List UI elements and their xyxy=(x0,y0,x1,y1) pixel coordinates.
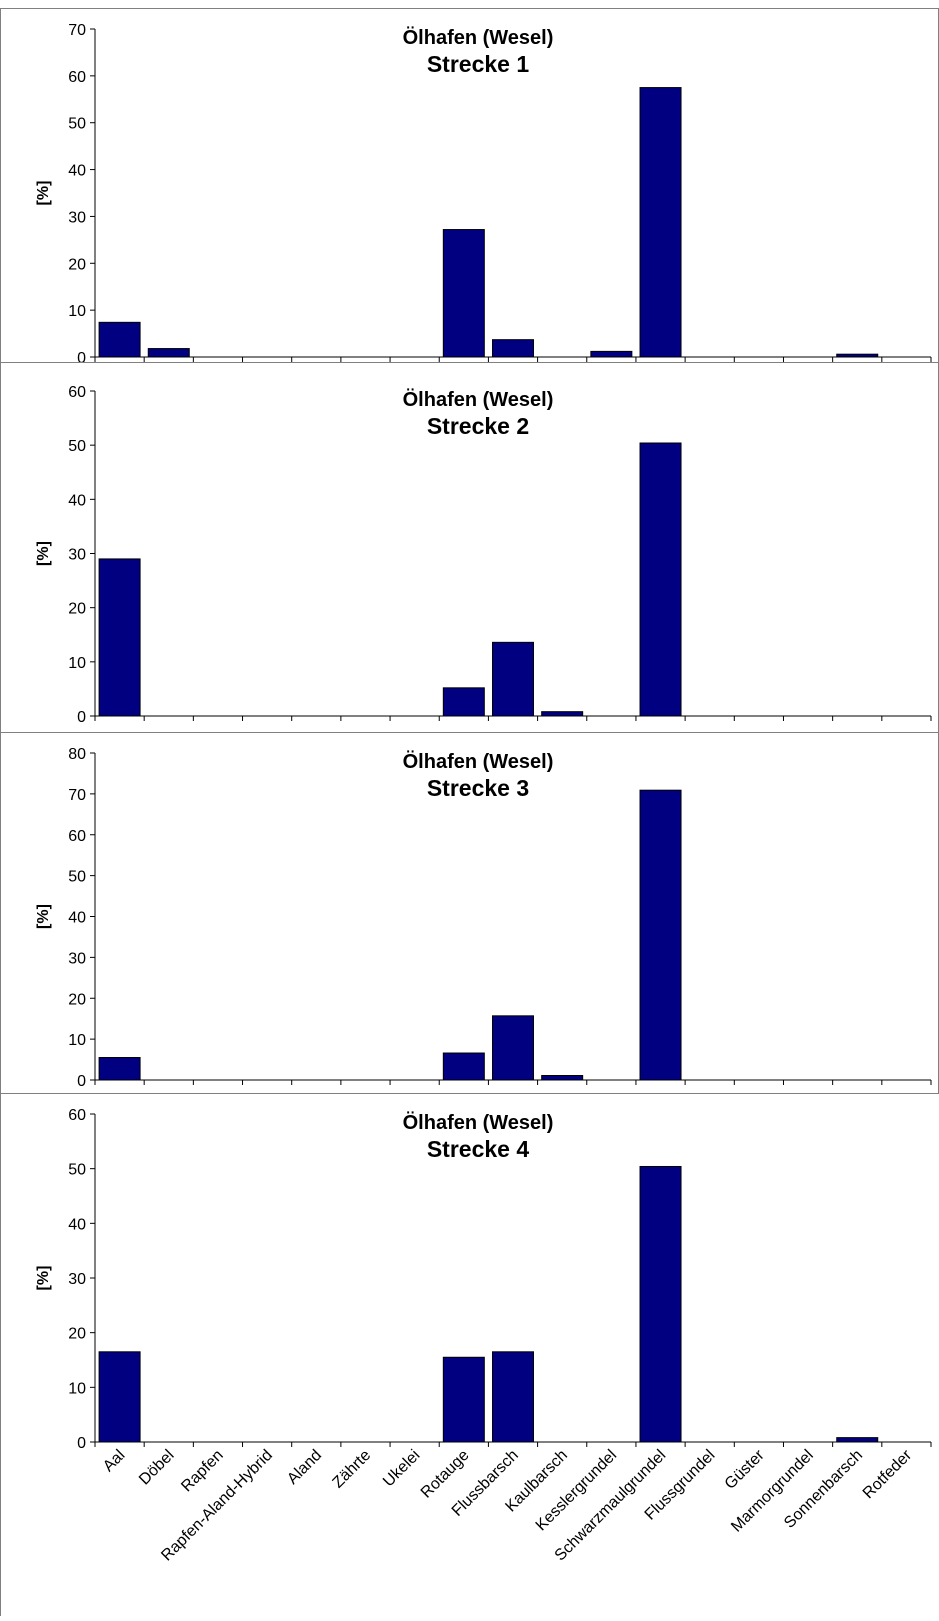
panel-1-y-tick-label-30: 30 xyxy=(68,209,86,226)
panel-4-bar-sonnenbarsch xyxy=(836,1437,879,1443)
panel-2-y-tick-label-30: 30 xyxy=(68,547,86,564)
panel-2-bar-rotauge xyxy=(442,687,485,717)
panel-1-y-axis-label: [%] xyxy=(35,181,52,206)
panel-3-y-tick-label-10: 10 xyxy=(68,1032,86,1049)
panel-4-y-tick-label-30: 30 xyxy=(68,1271,86,1288)
panel-1-y-tick-label-10: 10 xyxy=(68,303,86,320)
panel-4-y-tick-label-50: 50 xyxy=(68,1162,86,1179)
panel-4-y-axis-label: [%] xyxy=(35,1266,52,1291)
panel-4-bar-schwarzmaulgrundel xyxy=(639,1165,682,1443)
panel-1-bar-kesslergrundel xyxy=(590,350,633,358)
panel-3-bar-kaulbarsch xyxy=(541,1075,584,1081)
panel-4-subtitle: Strecke 4 xyxy=(427,1136,530,1162)
panel-4-bar-rotauge xyxy=(442,1356,485,1443)
panel-2-y-tick-label-20: 20 xyxy=(68,601,86,618)
x-tick-label-ukelei: Ukelei xyxy=(380,1447,423,1490)
panel-1-y-tick-label-20: 20 xyxy=(68,256,86,273)
panel-4-y-tick-label-20: 20 xyxy=(68,1326,86,1343)
x-tick-label-döbel: Döbel xyxy=(136,1447,178,1489)
x-tick-label-aland: Aland xyxy=(284,1447,325,1488)
panel-3-y-axis-label: [%] xyxy=(35,904,52,929)
x-tick-label-rapfen: Rapfen xyxy=(178,1447,227,1496)
panel-2-y-tick-label-40: 40 xyxy=(68,492,86,509)
panel-3-bar-schwarzmaulgrundel xyxy=(639,789,682,1081)
panel-2-bar-schwarzmaulgrundel xyxy=(639,442,682,717)
panel-1-y-tick-label-0: 0 xyxy=(77,350,86,367)
panel-3-bar-flussbarsch xyxy=(492,1015,534,1081)
panel-3-bar-rotauge xyxy=(442,1052,485,1081)
panel-3-y-tick-label-50: 50 xyxy=(68,869,86,886)
panel-3-y-tick-label-30: 30 xyxy=(68,950,86,967)
panel-4-y-tick-label-40: 40 xyxy=(68,1216,86,1233)
panel-2-y-tick-label-10: 10 xyxy=(68,655,86,672)
panel-4-y-tick-label-0: 0 xyxy=(77,1435,86,1452)
panel-1-bar-döbel xyxy=(147,348,190,358)
x-tick-label-rotfeder: Rotfeder xyxy=(860,1446,916,1502)
panel-1-bar-flussbarsch xyxy=(492,339,534,358)
panel-1-y-tick-label-60: 60 xyxy=(68,69,86,86)
panel-4-y-tick-label-10: 10 xyxy=(68,1380,86,1397)
panel-3-title: Ölhafen (Wesel) xyxy=(403,750,554,773)
panel-3-y-tick-label-80: 80 xyxy=(68,746,86,763)
panel-1-bar-rotauge xyxy=(442,229,485,358)
panel-4-y-tick-label-60: 60 xyxy=(68,1107,86,1124)
panel-4-title: Ölhafen (Wesel) xyxy=(403,1111,554,1134)
panel-3-y-tick-label-60: 60 xyxy=(68,828,86,845)
panel-1-y-tick-label-40: 40 xyxy=(68,163,86,180)
panel-2-y-tick-label-0: 0 xyxy=(77,709,86,726)
panel-2-subtitle: Strecke 2 xyxy=(427,413,529,439)
panel-4-bar-aal xyxy=(98,1351,141,1443)
panel-3-y-tick-label-70: 70 xyxy=(68,787,86,804)
panel-1-y-tick-label-50: 50 xyxy=(68,116,86,133)
panel-2-y-tick-label-50: 50 xyxy=(68,438,86,455)
x-tick-label-zährte: Zährte xyxy=(330,1447,375,1492)
panel-4-bar-flussbarsch xyxy=(492,1351,534,1443)
panel-2-y-axis-label: [%] xyxy=(35,541,52,566)
panel-2-bar-kaulbarsch xyxy=(541,711,584,717)
x-tick-label-güster: Güster xyxy=(722,1446,768,1492)
panel-2-bar-aal xyxy=(98,558,141,717)
panel-1-y-tick-label-70: 70 xyxy=(68,22,86,39)
panel-3-y-tick-label-0: 0 xyxy=(77,1073,86,1090)
panel-1-bar-aal xyxy=(98,321,141,358)
panel-2-bar-flussbarsch xyxy=(492,641,534,717)
panel-2-title: Ölhafen (Wesel) xyxy=(403,388,554,411)
panel-3-subtitle: Strecke 3 xyxy=(427,775,529,801)
panel-1-subtitle: Strecke 1 xyxy=(427,51,530,77)
panel-1-bar-schwarzmaulgrundel xyxy=(639,87,682,358)
panel-2-y-tick-label-60: 60 xyxy=(68,384,86,401)
x-tick-label-aal: Aal xyxy=(100,1447,128,1475)
panel-3-y-tick-label-40: 40 xyxy=(68,910,86,927)
panel-1-title: Ölhafen (Wesel) xyxy=(403,26,554,49)
panel-3-bar-aal xyxy=(98,1057,141,1081)
panel-3-y-tick-label-20: 20 xyxy=(68,991,86,1008)
